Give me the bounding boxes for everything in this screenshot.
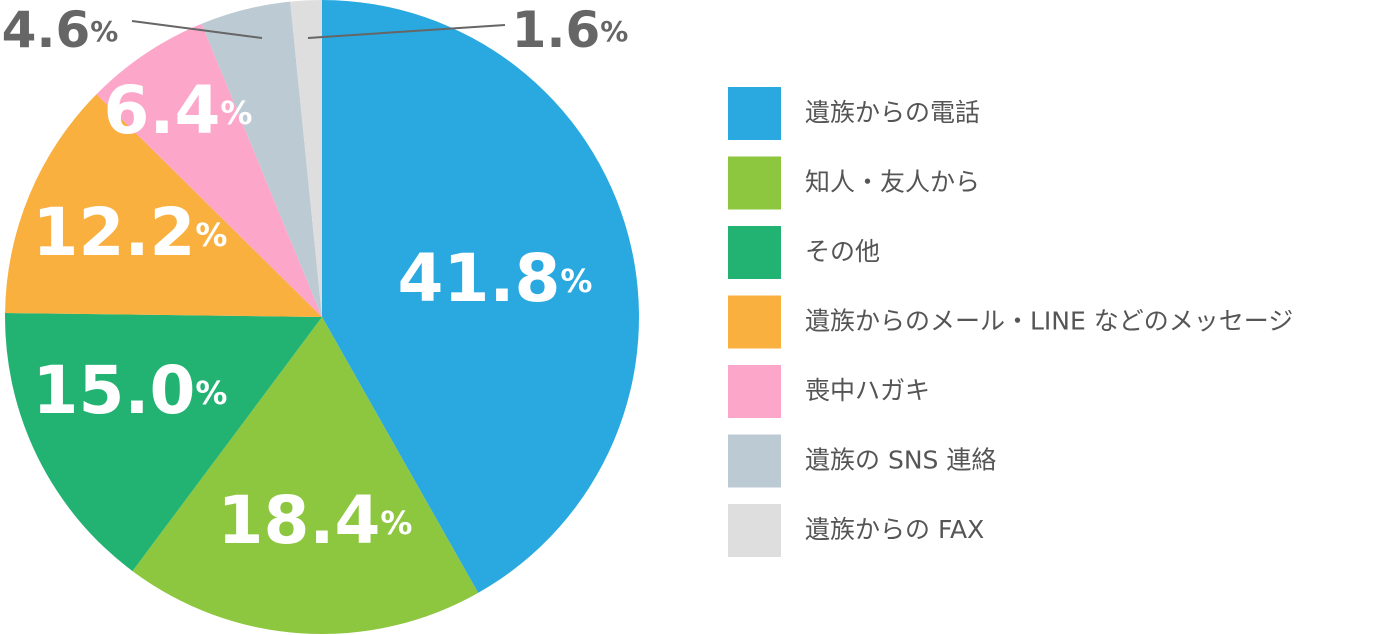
pie-slice <box>132 317 479 635</box>
legend-swatch <box>728 226 781 279</box>
data-label: 6.4% <box>104 72 253 149</box>
leader-line <box>307 24 506 39</box>
legend-swatch <box>728 365 781 418</box>
legend-swatch <box>728 156 781 210</box>
data-label: 41.8% <box>398 240 593 317</box>
pie-slice <box>322 0 639 593</box>
data-label: 4.6% <box>2 1 119 59</box>
data-label: 1.6% <box>512 1 629 59</box>
legend-swatch <box>728 87 781 140</box>
legend-swatch <box>728 504 781 557</box>
pie-slice <box>5 313 322 572</box>
legend-label: 遺族からの電話 <box>805 98 980 127</box>
legend-label: 喪中ハガキ <box>805 376 930 405</box>
legend-label: 遺族の SNS 連絡 <box>805 446 996 475</box>
pie-slice <box>290 0 322 317</box>
data-label: 15.0% <box>33 352 228 429</box>
leader-line <box>131 20 263 39</box>
pie-slice <box>5 94 323 318</box>
legend-swatch <box>728 434 781 488</box>
legend-label: その他 <box>805 237 880 266</box>
legend-swatch <box>728 295 781 349</box>
data-label: 18.4% <box>218 482 413 559</box>
legend-label: 知人・友人から <box>805 168 980 197</box>
pie-slice <box>96 23 322 318</box>
pie-slice <box>201 1 322 318</box>
legend-label: 遺族からの FAX <box>805 515 984 544</box>
legend-label: 遺族からのメール・LINE などのメッセージ <box>805 307 1293 336</box>
data-label: 12.2% <box>33 194 228 271</box>
